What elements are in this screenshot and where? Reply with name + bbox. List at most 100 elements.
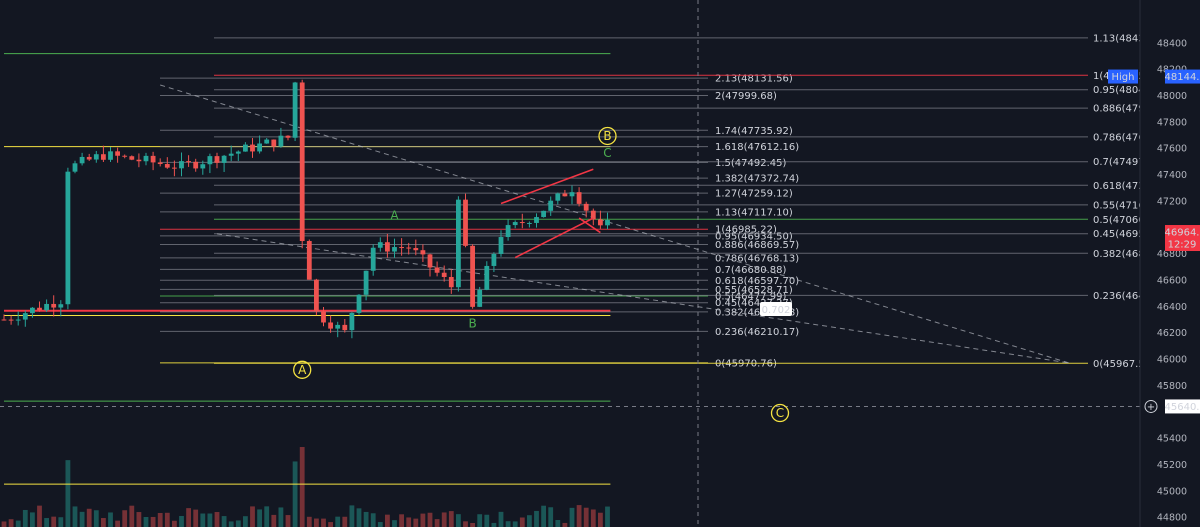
volume-bar-32 bbox=[228, 521, 234, 527]
volume-bar-64 bbox=[456, 514, 461, 527]
price-tick-5: 47400 bbox=[1157, 170, 1187, 181]
volume-bar-58 bbox=[413, 518, 419, 527]
volume-bar-18 bbox=[129, 505, 135, 527]
volume-bar-27 bbox=[193, 509, 199, 527]
candle-body-75 bbox=[534, 217, 539, 223]
price-tag-box-2 bbox=[1165, 399, 1200, 414]
volume-bar-23 bbox=[164, 512, 170, 527]
volume-bar-31 bbox=[221, 516, 227, 527]
price-tick-10: 46400 bbox=[1157, 302, 1187, 313]
candle-body-52 bbox=[370, 247, 376, 271]
candle-body-15 bbox=[108, 151, 113, 160]
volume-bar-7 bbox=[51, 516, 57, 527]
candle-body-5 bbox=[37, 307, 42, 311]
candle-body-48 bbox=[342, 324, 348, 331]
candle-body-10 bbox=[72, 163, 78, 172]
volume-bar-20 bbox=[143, 516, 149, 527]
candle-body-14 bbox=[101, 154, 106, 160]
candle-body-85 bbox=[605, 220, 610, 226]
fib-left-label-2: 1.74(47735.92) bbox=[715, 126, 793, 137]
volume-bar-49 bbox=[349, 505, 355, 527]
candle-body-83 bbox=[590, 210, 596, 220]
fib-left-label-13: 0.618(46597.70) bbox=[715, 276, 799, 287]
volume-bar-72 bbox=[512, 521, 518, 527]
fib-right-label-8: 0.5(47060.55) bbox=[1093, 215, 1165, 226]
volume-bars bbox=[1, 447, 610, 527]
candle-body-84 bbox=[598, 219, 603, 226]
volume-bar-33 bbox=[235, 520, 241, 527]
volume-bar-67 bbox=[477, 514, 483, 527]
volume-bar-3 bbox=[22, 509, 28, 527]
price-axis-bg bbox=[1140, 0, 1200, 527]
fib-right-label-7: 0.55(47169.85) bbox=[1093, 200, 1171, 211]
volume-bar-10 bbox=[72, 506, 78, 527]
candle-body-32 bbox=[228, 153, 234, 156]
candle-body-21 bbox=[150, 155, 156, 163]
candle-body-19 bbox=[136, 159, 142, 162]
volume-bar-9 bbox=[65, 460, 71, 527]
candle-body-55 bbox=[392, 247, 397, 252]
price-tick-2: 48000 bbox=[1157, 91, 1187, 102]
volume-bar-1 bbox=[8, 519, 14, 527]
candle-body-69 bbox=[491, 253, 497, 266]
candle-body-17 bbox=[122, 155, 128, 157]
volume-bar-12 bbox=[86, 508, 92, 527]
trend-lines bbox=[0, 0, 1140, 527]
volume-bar-69 bbox=[491, 522, 497, 527]
volume-bar-80 bbox=[569, 507, 575, 527]
price-tag-box-1 bbox=[1165, 225, 1200, 252]
candle-body-53 bbox=[377, 242, 383, 248]
volume-bar-26 bbox=[186, 508, 191, 527]
volume-bar-62 bbox=[441, 512, 447, 527]
fib-left-label-7: 1.13(47117.10) bbox=[715, 207, 793, 218]
candle-body-57 bbox=[406, 247, 412, 249]
price-axis: 4840048200480004780047600474004720046800… bbox=[1139, 0, 1200, 527]
candle-body-29 bbox=[207, 156, 213, 165]
volume-bar-5 bbox=[37, 505, 42, 527]
fib-right-label-4: 0.786(47685.75) bbox=[1093, 132, 1177, 143]
candle-body-3 bbox=[22, 313, 28, 320]
volume-bar-43 bbox=[306, 516, 312, 527]
volume-bar-61 bbox=[434, 519, 440, 527]
candle-body-42 bbox=[299, 82, 305, 242]
candle-body-77 bbox=[548, 200, 554, 211]
candle-body-25 bbox=[179, 161, 184, 169]
fib-right-label-11: 0.236(46483.45) bbox=[1093, 291, 1177, 302]
volume-bar-70 bbox=[498, 511, 504, 527]
candle-body-64 bbox=[456, 199, 461, 288]
fib-right-label-10: 0.382(46802.61) bbox=[1093, 249, 1177, 260]
candle-body-50 bbox=[356, 294, 362, 313]
candle-body-41 bbox=[292, 82, 298, 138]
volume-bar-44 bbox=[314, 518, 319, 527]
candle-body-63 bbox=[448, 276, 454, 288]
volume-bar-8 bbox=[58, 517, 64, 527]
fib-left-label-1: 2(47999.68) bbox=[715, 91, 777, 102]
fib-right-label-0: 1.13(48437.73) bbox=[1093, 33, 1171, 44]
candle-body-7 bbox=[51, 303, 57, 308]
fib-left-label-17: 0.382(46358.28) bbox=[715, 307, 799, 318]
price-tag-time-1: 12:29 bbox=[1168, 240, 1197, 251]
volume-bar-51 bbox=[363, 511, 369, 527]
volume-bar-59 bbox=[420, 513, 426, 527]
price-tag-0: High 48144. bbox=[1108, 69, 1200, 84]
price-tick-6: 47200 bbox=[1157, 196, 1187, 207]
fib-right-label-9: 0.45(46951.25) bbox=[1093, 229, 1171, 240]
volume-bar-74 bbox=[527, 515, 532, 527]
channel-line-2 bbox=[578, 217, 601, 234]
volume-bar-79 bbox=[562, 522, 568, 527]
volume-bar-52 bbox=[370, 513, 376, 527]
volume-bar-34 bbox=[243, 516, 248, 527]
fib-right-label-3: 0.886(47904.35) bbox=[1093, 104, 1177, 115]
candle-body-33 bbox=[235, 151, 241, 154]
fib-left-label-8: 1(46985.22) bbox=[715, 225, 777, 236]
price-tick-11: 46200 bbox=[1157, 328, 1187, 339]
volume-bar-50 bbox=[356, 508, 362, 527]
candle-body-23 bbox=[164, 164, 170, 168]
price-tag-value-0: 48144. bbox=[1165, 72, 1200, 83]
volume-bar-46 bbox=[328, 522, 333, 527]
candle-body-62 bbox=[441, 272, 447, 277]
volume-bar-28 bbox=[200, 513, 206, 527]
float-tag-text: 0.702 bbox=[762, 305, 791, 316]
candle-body-81 bbox=[576, 192, 582, 204]
